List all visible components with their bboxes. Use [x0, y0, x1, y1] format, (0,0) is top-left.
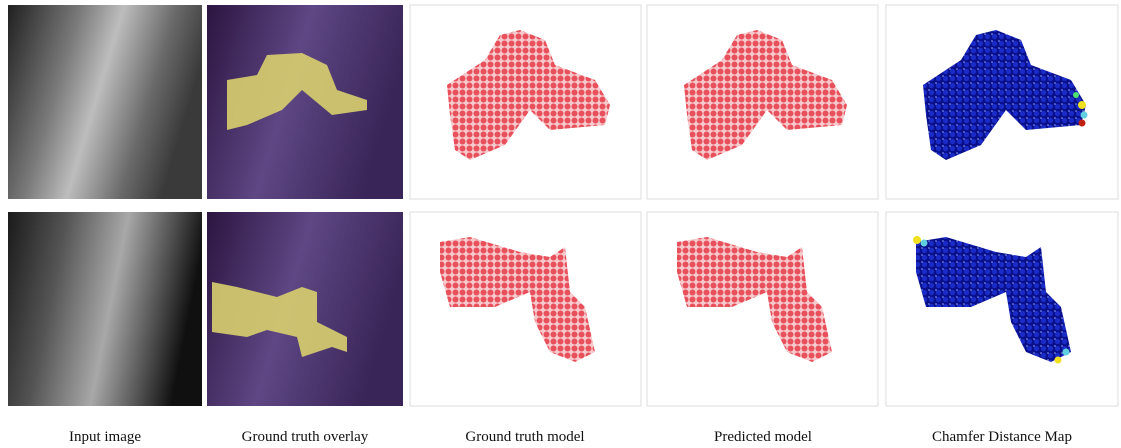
- ground-truth-model: [410, 5, 641, 199]
- caption: Input image: [69, 429, 141, 445]
- caption: Ground truth model: [465, 429, 584, 445]
- figure: Input image Ground truth overlay Ground …: [0, 0, 1121, 448]
- predicted-model: [647, 212, 878, 406]
- chamfer-map: [886, 5, 1118, 199]
- page: Input image Ground truth overlay Ground …: [0, 0, 1121, 448]
- caption: Ground truth overlay: [242, 429, 369, 445]
- input-image: [8, 5, 202, 199]
- chamfer-map: [886, 212, 1118, 406]
- predicted-model: [647, 5, 878, 199]
- ground-truth-model: [410, 212, 641, 406]
- overlay-image: [207, 5, 403, 199]
- caption: Chamfer Distance Map: [932, 429, 1072, 445]
- overlay-image: [207, 212, 403, 406]
- input-image: [8, 212, 202, 406]
- caption: Predicted model: [714, 429, 812, 445]
